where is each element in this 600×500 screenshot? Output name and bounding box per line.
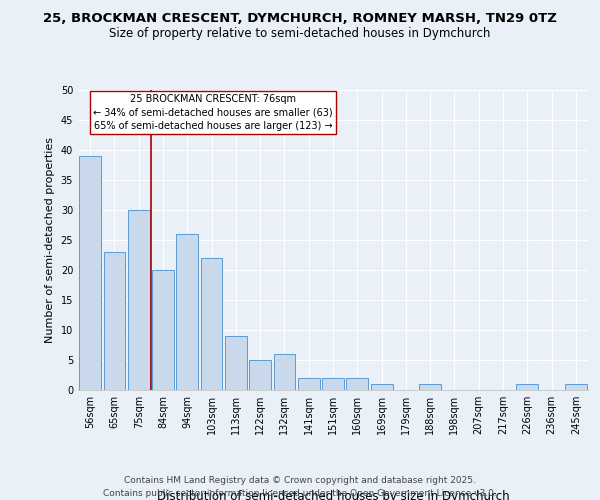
Text: 25 BROCKMAN CRESCENT: 76sqm
← 34% of semi-detached houses are smaller (63)
65% o: 25 BROCKMAN CRESCENT: 76sqm ← 34% of sem…	[94, 94, 333, 131]
Bar	[200, 258, 223, 390]
Bar	[79, 156, 101, 390]
Text: Contains HM Land Registry data © Crown copyright and database right 2025.
Contai: Contains HM Land Registry data © Crown c…	[103, 476, 497, 498]
Bar	[419, 384, 441, 390]
Bar	[128, 210, 149, 390]
Bar	[298, 378, 320, 390]
Bar	[249, 360, 271, 390]
Bar	[274, 354, 295, 390]
Text: 25, BROCKMAN CRESCENT, DYMCHURCH, ROMNEY MARSH, TN29 0TZ: 25, BROCKMAN CRESCENT, DYMCHURCH, ROMNEY…	[43, 12, 557, 26]
Bar	[322, 378, 344, 390]
Bar	[152, 270, 174, 390]
Bar	[565, 384, 587, 390]
Bar	[176, 234, 198, 390]
Text: Size of property relative to semi-detached houses in Dymchurch: Size of property relative to semi-detach…	[109, 28, 491, 40]
Y-axis label: Number of semi-detached properties: Number of semi-detached properties	[45, 137, 55, 343]
Bar	[104, 252, 125, 390]
Bar	[371, 384, 392, 390]
Bar	[346, 378, 368, 390]
X-axis label: Distribution of semi-detached houses by size in Dymchurch: Distribution of semi-detached houses by …	[157, 490, 509, 500]
Bar	[225, 336, 247, 390]
Bar	[517, 384, 538, 390]
